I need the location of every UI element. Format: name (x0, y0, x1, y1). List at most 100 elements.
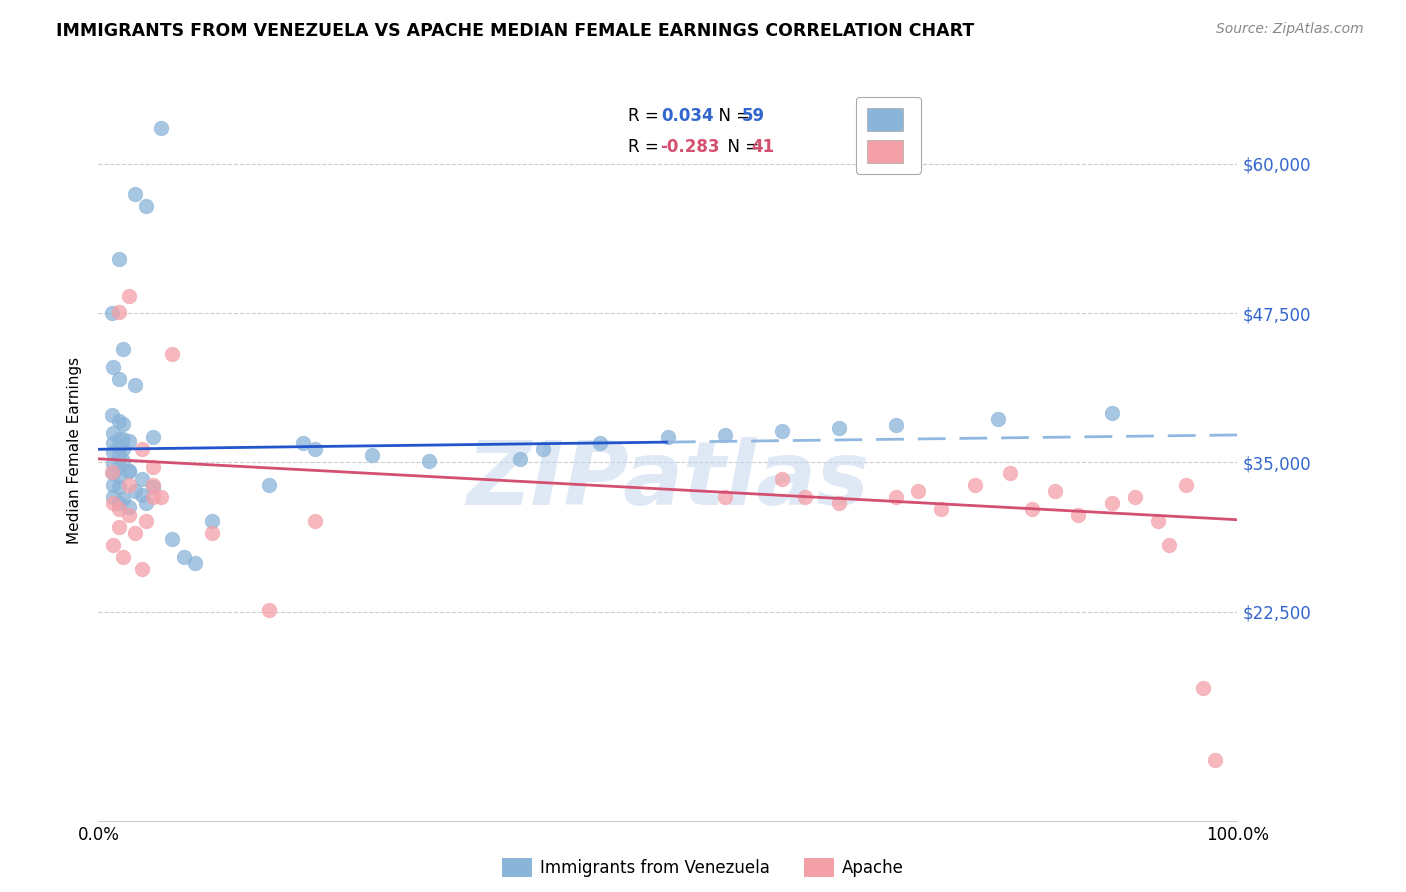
Point (108, 496, 131, 510)
Point (131, 562, 153, 576)
Point (108, 448, 131, 462)
Point (108, 305, 131, 319)
Point (531, 442, 554, 457)
Point (118, 464, 141, 478)
Point (259, 603, 281, 617)
Point (131, 442, 153, 457)
Point (360, 448, 382, 462)
Point (1192, 681, 1215, 695)
Point (509, 451, 531, 466)
Point (112, 454, 135, 468)
Point (1146, 514, 1168, 528)
Point (108, 520, 131, 534)
Point (118, 478, 141, 492)
Point (1021, 502, 1043, 516)
Point (201, 514, 224, 528)
Point (998, 466, 1021, 480)
Point (142, 460, 165, 475)
Text: 59: 59 (742, 107, 765, 125)
Legend: Immigrants from Venezuela, Apache: Immigrants from Venezuela, Apache (495, 851, 911, 884)
Point (1101, 496, 1123, 510)
Point (118, 500, 141, 514)
Text: R =: R = (628, 138, 664, 156)
Point (184, 556, 207, 570)
Point (304, 442, 326, 457)
Point (987, 412, 1010, 426)
Point (112, 492, 135, 507)
Text: N =: N = (707, 107, 755, 125)
Point (108, 468, 131, 483)
Point (103, 425, 125, 440)
Point (108, 252, 131, 267)
Point (108, 432, 131, 446)
Point (118, 464, 141, 478)
Point (103, 478, 125, 492)
Point (124, 484, 146, 499)
Point (201, 525, 224, 540)
Point (907, 484, 929, 499)
Point (131, 488, 153, 502)
Point (142, 430, 165, 444)
Point (135, 199, 157, 213)
Point (259, 478, 281, 492)
Point (112, 442, 135, 457)
Point (793, 490, 815, 504)
Point (135, 496, 157, 510)
Point (162, 532, 184, 546)
Point (112, 342, 135, 356)
Point (1157, 538, 1180, 552)
Point (1067, 508, 1090, 522)
Text: R =: R = (628, 107, 664, 125)
Point (884, 418, 907, 433)
Point (108, 414, 131, 428)
Text: 41: 41 (751, 138, 775, 156)
Point (588, 436, 610, 450)
Text: N =: N = (717, 138, 765, 156)
Point (131, 472, 153, 486)
Text: ZIPatlas: ZIPatlas (467, 436, 869, 524)
Point (142, 478, 165, 492)
Point (304, 514, 326, 528)
Point (770, 472, 793, 486)
Point (135, 514, 157, 528)
Point (124, 186, 146, 201)
Point (150, 121, 173, 136)
Point (101, 306, 124, 320)
Point (770, 425, 793, 439)
Point (112, 417, 135, 432)
Point (103, 496, 125, 510)
Point (124, 525, 146, 540)
Point (112, 549, 135, 564)
Point (103, 538, 125, 552)
Point (108, 480, 131, 494)
Point (1123, 490, 1146, 504)
Point (101, 465, 124, 479)
Y-axis label: Median Female Earnings: Median Female Earnings (67, 357, 83, 544)
Point (657, 430, 679, 444)
Point (103, 359, 125, 374)
Legend: , : , (856, 96, 921, 174)
Text: IMMIGRANTS FROM VENEZUELA VS APACHE MEDIAN FEMALE EARNINGS CORRELATION CHART: IMMIGRANTS FROM VENEZUELA VS APACHE MEDI… (56, 22, 974, 40)
Point (150, 490, 173, 504)
Point (929, 502, 952, 516)
Point (965, 478, 987, 492)
Point (112, 432, 135, 446)
Point (1101, 406, 1123, 420)
Point (118, 434, 141, 448)
Point (1043, 484, 1066, 499)
Point (118, 508, 141, 522)
Point (714, 490, 737, 504)
Point (1204, 753, 1226, 767)
Point (108, 372, 131, 386)
Point (142, 490, 165, 504)
Point (124, 377, 146, 392)
Point (292, 436, 315, 450)
Point (108, 440, 131, 454)
Point (162, 347, 184, 361)
Point (108, 502, 131, 516)
Point (828, 421, 851, 435)
Point (173, 549, 195, 564)
Point (103, 436, 125, 450)
Point (142, 480, 165, 494)
Point (118, 289, 141, 303)
